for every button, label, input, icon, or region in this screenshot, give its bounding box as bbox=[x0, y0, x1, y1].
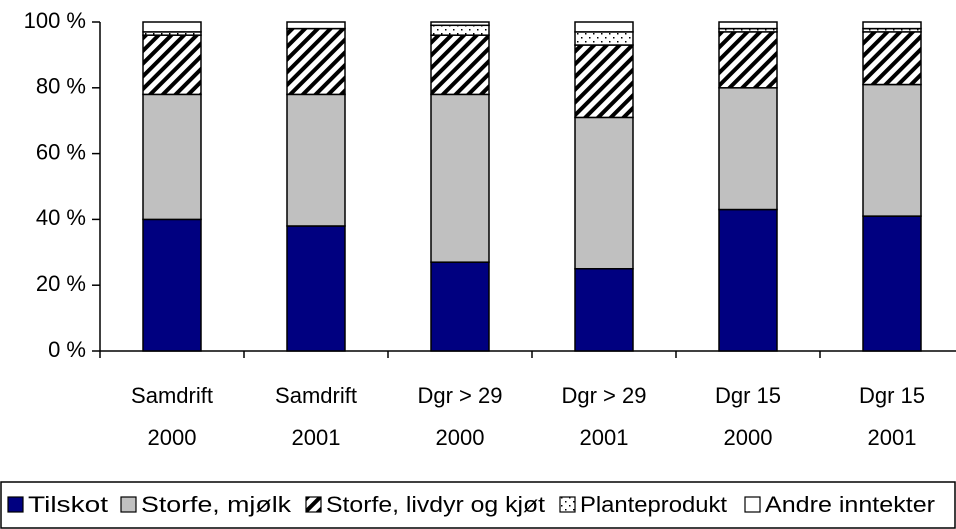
x-tick-label: Dgr 15 bbox=[715, 383, 781, 408]
bar-segment bbox=[430, 93, 490, 263]
bar-segment bbox=[142, 21, 202, 33]
bar-segment bbox=[862, 83, 922, 217]
bar-segment bbox=[574, 268, 634, 352]
x-tick-label: Dgr 15 bbox=[859, 383, 925, 408]
bar-segment bbox=[286, 27, 346, 96]
legend-label: Planteprodukt bbox=[580, 492, 727, 517]
bar-segment bbox=[574, 44, 634, 119]
x-tick-label: Samdrift bbox=[275, 383, 357, 408]
x-tick-label: 2001 bbox=[292, 425, 341, 450]
legend-label: Andre inntekter bbox=[765, 492, 935, 517]
legend-frame bbox=[0, 481, 956, 529]
legend-swatch bbox=[120, 496, 137, 513]
x-tick-label: 2001 bbox=[868, 425, 917, 450]
bar-segment bbox=[718, 31, 778, 89]
bar-segment bbox=[862, 215, 922, 352]
y-tick-label: 60 % bbox=[36, 139, 86, 164]
x-tick-label: Dgr > 29 bbox=[418, 383, 503, 408]
y-tick-label: 80 % bbox=[36, 74, 86, 99]
bar-segment bbox=[430, 24, 490, 36]
y-tick-label: 40 % bbox=[36, 205, 86, 230]
x-tick-label: 2000 bbox=[724, 425, 773, 450]
bar-segment bbox=[430, 261, 490, 352]
legend-label: Storfe, mjølk bbox=[141, 492, 292, 517]
bar-segment bbox=[574, 21, 634, 33]
bar-segment bbox=[862, 31, 922, 86]
bar-segment bbox=[286, 93, 346, 227]
y-tick-label: 100 % bbox=[24, 8, 86, 33]
legend-swatch bbox=[7, 496, 24, 513]
bar-segment bbox=[142, 218, 202, 352]
bar-segment bbox=[862, 21, 922, 30]
bar-segment bbox=[286, 225, 346, 352]
bar-segment bbox=[430, 21, 490, 27]
x-tick-label: 2001 bbox=[580, 425, 629, 450]
x-tick-label: 2000 bbox=[148, 425, 197, 450]
y-tick-label: 0 % bbox=[48, 337, 86, 362]
bar-segment bbox=[574, 116, 634, 270]
bar-segment bbox=[430, 34, 490, 96]
x-tick-label: Dgr > 29 bbox=[562, 383, 647, 408]
x-tick-label: 2000 bbox=[436, 425, 485, 450]
legend-swatch bbox=[559, 496, 576, 513]
bar-segment bbox=[574, 31, 634, 46]
y-tick-label: 20 % bbox=[36, 271, 86, 296]
bar-segment bbox=[718, 87, 778, 211]
bar-segment bbox=[142, 34, 202, 96]
legend-swatch bbox=[305, 496, 322, 513]
legend-label: Tilskot bbox=[28, 492, 108, 517]
legend-swatch bbox=[744, 496, 761, 513]
bar-segment bbox=[718, 208, 778, 352]
legend-label: Storfe, livdyr og kjøt bbox=[326, 492, 545, 517]
x-tick-label: Samdrift bbox=[131, 383, 213, 408]
bar-segment bbox=[718, 21, 778, 30]
bar-segment bbox=[286, 21, 346, 30]
bar-segment bbox=[142, 93, 202, 221]
